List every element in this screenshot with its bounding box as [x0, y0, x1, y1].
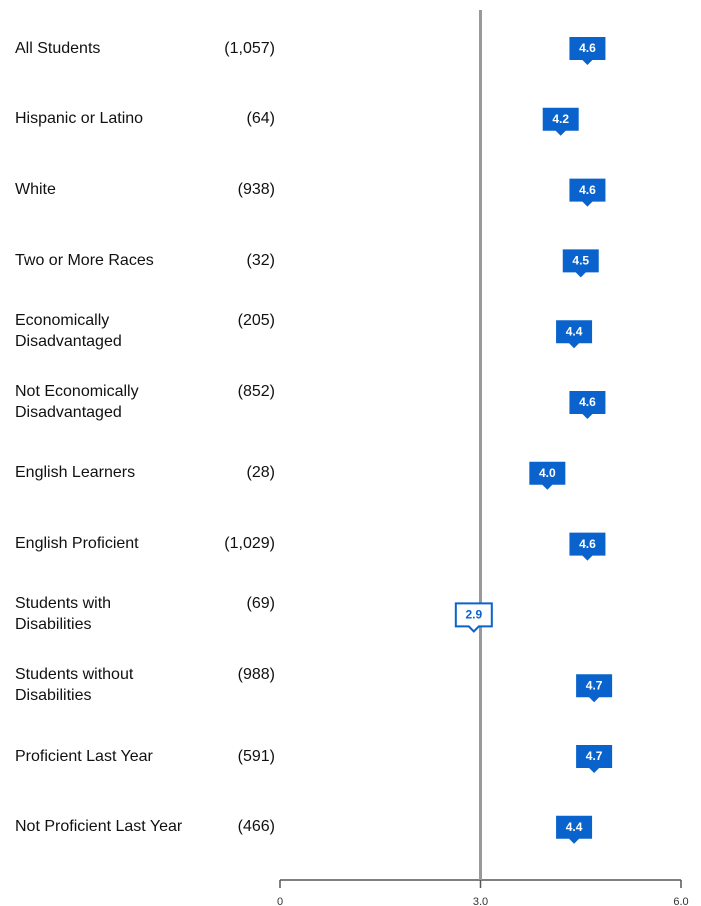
value-label: 4.4 — [566, 324, 583, 338]
count-label: (64) — [246, 110, 275, 128]
value-label: 2.9 — [465, 608, 482, 622]
marker-shape — [562, 249, 599, 278]
marker — [576, 745, 613, 773]
x-tick-label: 0 — [277, 896, 283, 906]
marker-shape — [454, 602, 493, 633]
marker — [562, 249, 599, 278]
count-label: (32) — [246, 251, 275, 269]
value-label: 4.2 — [552, 112, 569, 126]
value-label: 4.7 — [586, 749, 603, 763]
marker-shape — [576, 745, 613, 773]
category-label: English Proficient — [15, 535, 139, 553]
value-label: 4.7 — [586, 678, 603, 692]
count-label: (205) — [237, 312, 275, 330]
category-label: Economically Disadvantaged — [15, 312, 122, 351]
category-label: Two or More Races — [15, 251, 154, 269]
row: Two or More Races (32) — [0, 250, 280, 271]
marker — [569, 37, 606, 65]
value-label: 4.6 — [579, 537, 596, 551]
marker — [576, 674, 613, 703]
row: Students with Disabilities (69) — [0, 593, 280, 635]
count-label: (28) — [246, 464, 275, 482]
marker-shape — [529, 461, 566, 490]
count-label: (988) — [237, 666, 275, 684]
category-label: All Students — [15, 39, 101, 57]
row: Economically Disadvantaged (205) — [0, 310, 280, 352]
x-tick-label: 3.0 — [473, 896, 488, 906]
marker — [556, 815, 593, 844]
value-label: 4.6 — [579, 183, 596, 197]
x-tick-label: 6.0 — [673, 896, 688, 906]
marker — [569, 391, 606, 419]
value-label: 4.0 — [539, 466, 556, 480]
count-label: (852) — [237, 383, 275, 400]
row: All Students (1,057) — [0, 38, 280, 59]
value-label: 4.6 — [579, 395, 596, 409]
marker — [454, 602, 493, 633]
marker-shape — [569, 532, 606, 561]
category-label: White — [15, 181, 56, 199]
count-label: (69) — [246, 595, 275, 613]
category-label: Hispanic or Latino — [15, 110, 144, 128]
marker — [569, 178, 606, 207]
row: English Learners (28) — [0, 462, 280, 483]
row: White (938) — [0, 179, 280, 200]
marker-shape — [569, 391, 606, 419]
category-label: Students with Disabilities — [15, 595, 112, 634]
marker-shape — [576, 674, 613, 703]
count-label: (591) — [237, 747, 275, 765]
count-label: (466) — [237, 818, 275, 836]
category-label: Proficient Last Year — [15, 747, 153, 765]
marker-shape — [556, 320, 593, 349]
value-label: 4.6 — [579, 41, 596, 55]
marker-shape — [569, 37, 606, 65]
category-label: Not Economically Disadvantaged — [15, 383, 139, 421]
marker-shape — [569, 178, 606, 207]
count-label: (1,057) — [224, 39, 275, 57]
count-label: (938) — [237, 181, 275, 199]
marker — [529, 461, 566, 490]
row: Proficient Last Year (591) — [0, 746, 280, 767]
marker — [542, 107, 579, 136]
value-label: 4.5 — [572, 254, 589, 268]
row: Not Economically Disadvantaged (852) — [0, 381, 280, 423]
value-label: 4.4 — [566, 820, 583, 834]
marker-shape — [542, 107, 579, 136]
category-label: Not Proficient Last Year — [15, 818, 183, 836]
row: Students without Disabilities (988) — [0, 664, 280, 706]
row: Not Proficient Last Year (466) — [0, 816, 280, 837]
category-label: Students without Disabilities — [15, 666, 134, 705]
category-label: English Learners — [15, 464, 136, 482]
row: Hispanic or Latino (64) — [0, 108, 280, 129]
row: English Proficient (1,029) — [0, 533, 280, 554]
count-label: (1,029) — [224, 535, 275, 553]
marker-shape — [556, 815, 593, 844]
marker — [556, 320, 593, 349]
marker — [569, 532, 606, 561]
